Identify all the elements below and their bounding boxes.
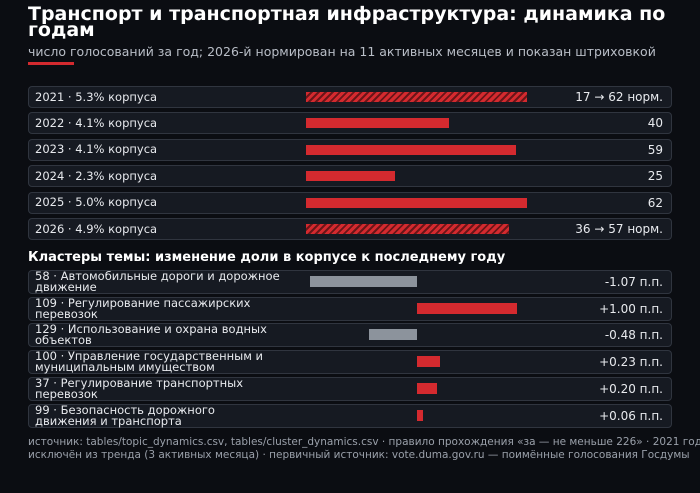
bar [306,197,527,208]
accent-line [28,62,74,65]
row-label: 100 · Управление государственным и муниц… [35,349,264,375]
row: 100 · Управление государственным и муниц… [28,349,672,375]
row-label: 2023 · 4.1% корпуса [35,142,158,157]
value-label: -1.07 п.п. [604,275,663,289]
bar [417,409,423,421]
value-label: 40 [647,116,663,131]
subtitle: число голосований за год; 2026-й нормиро… [28,44,656,59]
row: 2024 · 2.3% корпуса 25 [28,165,672,188]
bar [417,382,437,394]
value-label: +0.06 п.п. [599,408,663,423]
footer-line: источник: tables/topic_dynamics.csv, tab… [28,436,700,448]
row-label: 2026 · 4.9% корпуса [35,221,158,236]
row-label: 109 · Регулирование пассажирских перевоз… [35,295,251,321]
title: Транспорт и транспортная инфраструктура:… [28,3,666,41]
row: 129 · Использование и охрана водных объе… [28,322,672,348]
row: 109 · Регулирование пассажирских перевоз… [28,295,672,321]
row: 2021 · 5.3% корпуса 17 → 62 норм. [28,86,672,108]
bar [310,276,417,287]
row-label: 2025 · 5.0% корпуса [35,195,158,210]
row: 99 · Безопасность дорожного движения и т… [28,402,672,428]
row: 2022 · 4.1% корпуса 40 [28,112,672,135]
value-label: 17 → 62 норм. [575,90,663,104]
value-label: +0.23 п.п. [599,355,663,370]
row: 37 · Регулирование транспортных перевозо… [28,375,672,401]
bar [306,118,449,129]
value-label: 62 [647,195,663,210]
bar [306,92,527,102]
row-label: 129 · Использование и охрана водных объе… [35,322,267,348]
bar [417,356,440,368]
row-label: 2022 · 4.1% корпуса [35,115,158,130]
row: 58 · Автомобильные дороги и дорожное дви… [28,270,672,294]
value-label: +0.20 п.п. [599,381,663,396]
bar [306,224,510,234]
row-label: 2024 · 2.3% корпуса [35,168,158,183]
row-label: 99 · Безопасность дорожного движения и т… [35,402,215,428]
row: 2025 · 5.0% корпуса 62 [28,191,672,214]
row-label: 2021 · 5.3% корпуса [35,89,158,104]
row-label: 37 · Регулирование транспортных перевозо… [35,375,244,401]
footer-line: исключён из тренда (3 активных месяца) ·… [28,449,690,461]
value-label: 59 [647,142,663,157]
value-label: +1.00 п.п. [599,301,663,316]
bar [306,171,396,182]
row: 2026 · 4.9% корпуса 36 → 57 норм. [28,218,672,240]
value-label: 25 [647,169,663,184]
bar [417,302,517,314]
row: 2023 · 4.1% корпуса 59 [28,138,672,161]
row-label: 58 · Автомобильные дороги и дорожное дви… [35,269,280,294]
bar [369,329,417,341]
bar [306,144,517,155]
value-label: -0.48 п.п. [604,328,663,343]
value-label: 36 → 57 норм. [575,222,663,236]
section-title: Кластеры темы: изменение доли в корпусе … [28,250,506,265]
